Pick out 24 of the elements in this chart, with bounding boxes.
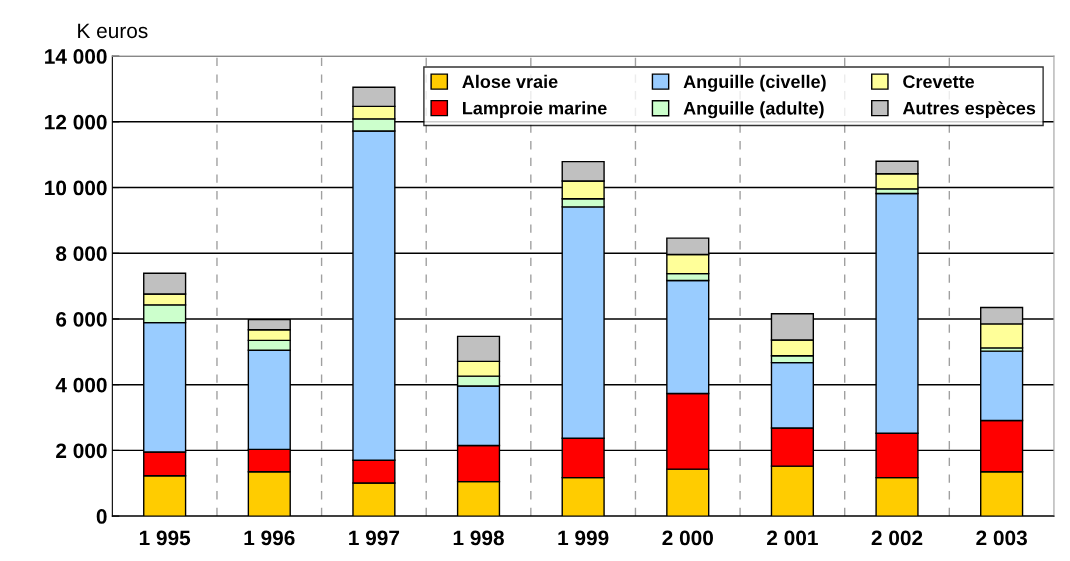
y-tick-label: 6 000 <box>56 311 107 327</box>
legend-label: Lamproie marine <box>463 101 607 119</box>
y-tick-label: 0 <box>96 509 107 524</box>
y-tick-label: 10 000 <box>45 180 107 196</box>
legend-label: Crevette <box>903 75 975 89</box>
x-tick-label: 1 997 <box>349 530 400 546</box>
x-tick-label: 2 002 <box>871 530 923 546</box>
legend-label: Autres espèces <box>902 101 1036 119</box>
y-tick-label: 2 000 <box>56 443 107 459</box>
legend-label: Anguille (civelle) <box>683 74 826 92</box>
x-tick-label: 1 999 <box>558 530 609 546</box>
x-tick-label: 1 995 <box>139 530 191 546</box>
y-tick-label: 12 000 <box>45 114 107 130</box>
y-tick-label: 14 000 <box>45 49 107 64</box>
x-tick-label: 2 003 <box>976 530 1027 546</box>
y-axis-title: K euros <box>78 23 148 39</box>
legend-label: Alose vraie <box>462 74 558 89</box>
x-tick-label: 1 996 <box>244 530 295 546</box>
x-tick-label: 2 000 <box>662 530 713 546</box>
x-tick-label: 2 001 <box>767 530 818 546</box>
y-tick-label: 4 000 <box>55 377 107 393</box>
legend-label: Anguille (adulte) <box>683 101 824 119</box>
x-tick-label: 1 998 <box>453 530 504 546</box>
y-tick-label: 8 000 <box>56 246 107 262</box>
